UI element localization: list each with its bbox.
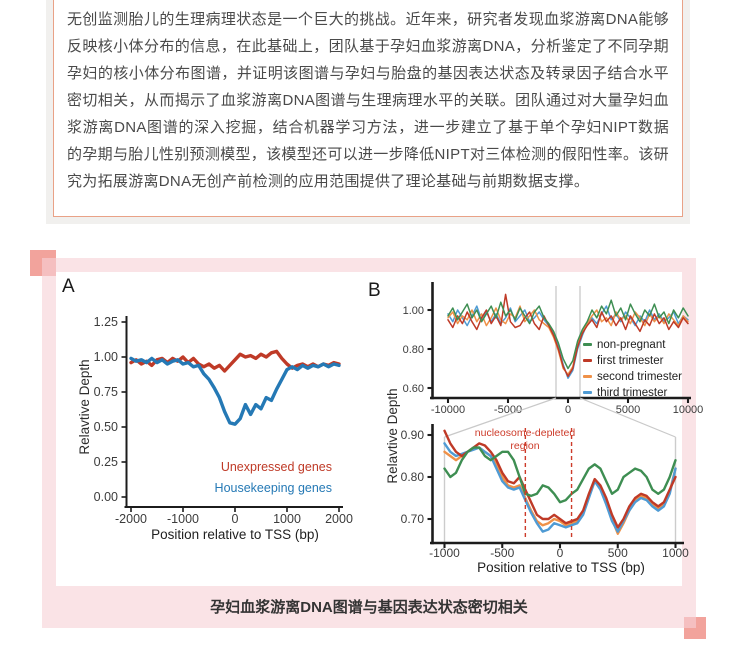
panel-b-legend: non-pregnant first trimester second trim… (583, 337, 682, 401)
corner-square-bottom-right-overlap (684, 617, 696, 628)
panel-b-chart: 1.000.800.60-10000 -5000 0 5000 100000.900.8… (401, 282, 704, 560)
figure-white-panel (56, 272, 682, 586)
figure-caption: 孕妇血浆游离DNA图谱与基因表达状态密切相关 (210, 599, 528, 616)
svg-text:1000: 1000 (662, 546, 689, 560)
svg-text:-500: -500 (490, 546, 514, 560)
panel-b-label: B (368, 280, 381, 301)
svg-text:0.50: 0.50 (94, 420, 118, 434)
svg-text:1.00: 1.00 (94, 350, 118, 364)
legend-swatch-first-trimester (583, 359, 592, 363)
svg-text:1.00: 1.00 (403, 305, 424, 317)
svg-text:0.25: 0.25 (94, 455, 118, 469)
svg-text:0: 0 (232, 512, 239, 526)
legend-item-third-trimester: third trimester (583, 385, 682, 401)
svg-text:0.80: 0.80 (401, 470, 425, 484)
panel-a-chart: 1.25 1.00 0.75 0.50 0.25 0.00 -2000 -1000 0 1000 2… (94, 315, 353, 526)
intro-box-outer: 无创监测胎儿的生理病理状态是一个巨大的挑战。近年来，研究者发现血浆游离DNA能够… (46, 0, 690, 224)
legend-item-unexpressed: Unexpressed genes (220, 460, 332, 474)
intro-paragraph: 无创监测胎儿的生理病理状态是一个巨大的挑战。近年来，研究者发现血浆游离DNA能够… (67, 11, 669, 190)
panel-b-x-axis-label: Position relative to TSS (bp) (477, 560, 645, 575)
panel-b-y-axis-label: Relavtive Depth (385, 388, 400, 484)
svg-text:0.90: 0.90 (401, 428, 425, 442)
svg-text:2000: 2000 (325, 512, 353, 526)
panel-a-label: A (62, 276, 75, 297)
svg-text:0.70: 0.70 (401, 512, 425, 526)
svg-text:0.00: 0.00 (94, 490, 118, 504)
nucleosome-depleted-annotation: nucleosome-depleted region (474, 427, 576, 452)
svg-text:-1000: -1000 (167, 512, 199, 526)
legend-item-non-pregnant: non-pregnant (583, 337, 682, 353)
svg-text:0: 0 (565, 404, 571, 416)
panel-a-x-axis-label: Position relative to TSS (bp) (151, 527, 319, 542)
svg-text:-2000: -2000 (115, 512, 147, 526)
legend-swatch-second-trimester (583, 375, 592, 379)
svg-text:500: 500 (608, 546, 628, 560)
svg-text:10000: 10000 (673, 404, 704, 416)
panel-a-y-axis-label: Relavtive Depth (77, 359, 92, 455)
svg-text:0.60: 0.60 (403, 383, 424, 395)
legend-item-housekeeping: Housekeeping genes (214, 481, 332, 495)
svg-text:-5000: -5000 (494, 404, 522, 416)
svg-text:0: 0 (557, 546, 564, 560)
legend-item-second-trimester: second trimester (583, 369, 682, 385)
corner-square-top-left-overlap (42, 258, 56, 276)
intro-box: 无创监测胎儿的生理病理状态是一个巨大的挑战。近年来，研究者发现血浆游离DNA能够… (53, 0, 683, 217)
panel-a-legend: Unexpressed genes Housekeeping genes (180, 457, 332, 499)
legend-swatch-non-pregnant (583, 343, 592, 347)
svg-text:1000: 1000 (273, 512, 301, 526)
svg-text:-10000: -10000 (431, 404, 465, 416)
svg-text:1.25: 1.25 (94, 315, 118, 329)
legend-item-first-trimester: first trimester (583, 353, 682, 369)
svg-text:0.80: 0.80 (403, 344, 424, 356)
svg-text:5000: 5000 (616, 404, 640, 416)
svg-text:0.75: 0.75 (94, 385, 118, 399)
legend-swatch-third-trimester (583, 391, 592, 395)
svg-text:-1000: -1000 (429, 546, 460, 560)
